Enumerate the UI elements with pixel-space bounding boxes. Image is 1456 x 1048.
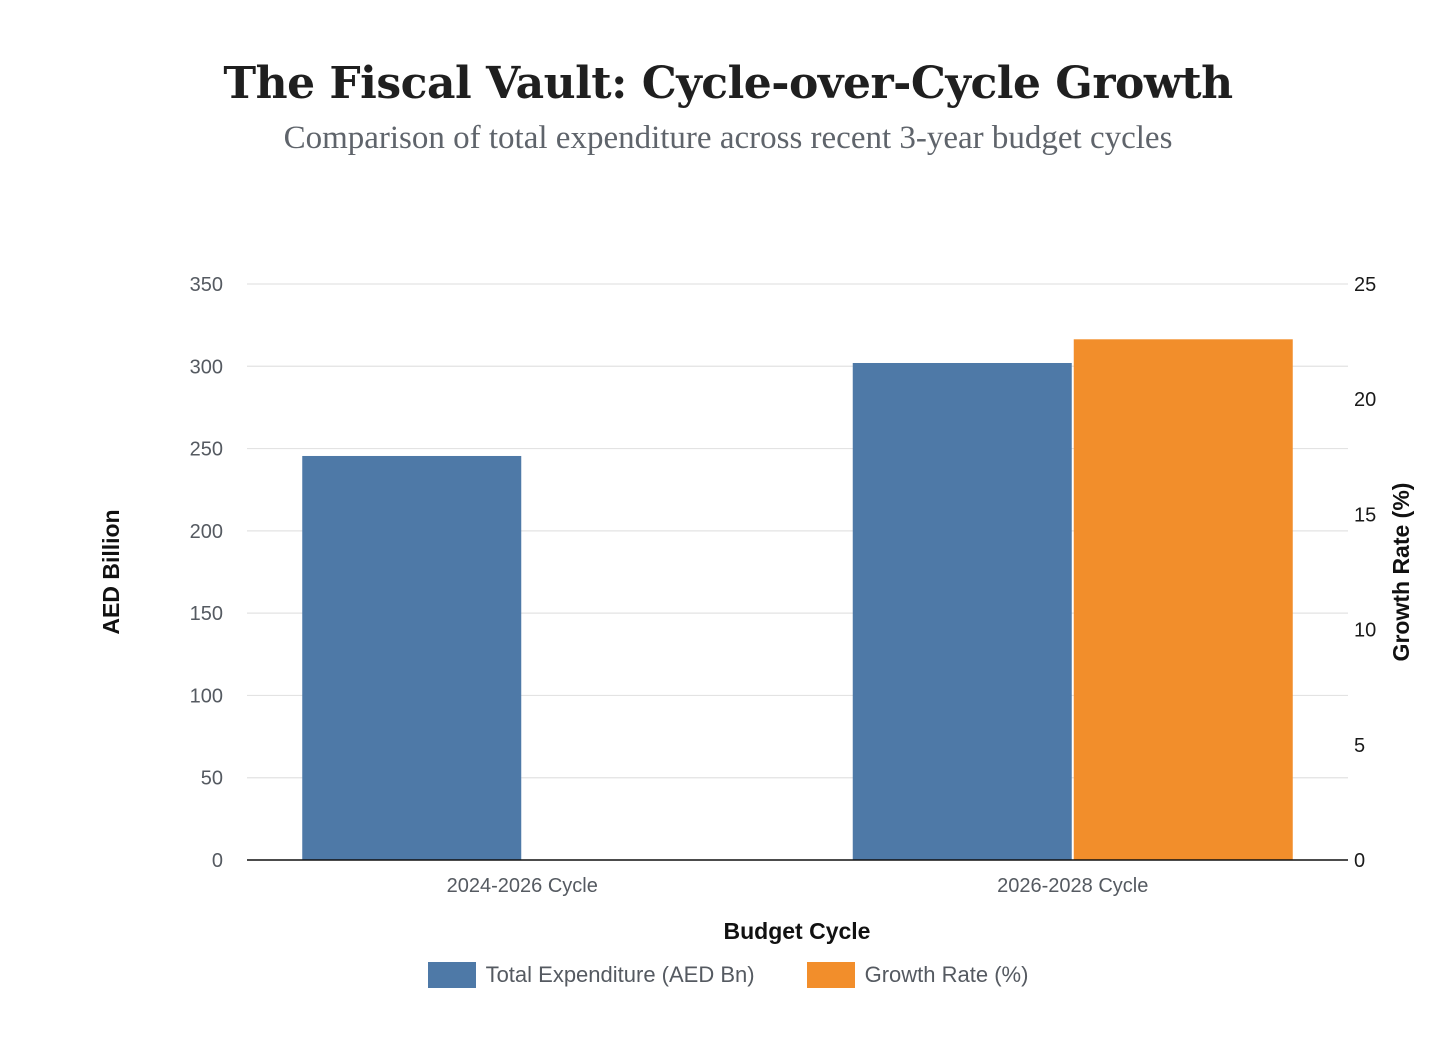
y2-tick-label: 0 — [1354, 850, 1365, 872]
chart-title: The Fiscal Vault: Cycle-over-Cycle Growt… — [223, 58, 1233, 109]
y2-tick-label: 20 — [1354, 389, 1376, 411]
legend-item-expenditure: Total Expenditure (AED Bn) — [427, 962, 755, 988]
y-tick-label: 100 — [190, 685, 223, 707]
y-tick-label: 300 — [190, 356, 223, 378]
x-axis-title: Budget Cycle — [724, 918, 871, 944]
y-axis-right-ticks: 0 5 10 15 20 25 — [1354, 274, 1376, 872]
x-tick-label: 2026-2028 Cycle — [997, 875, 1148, 897]
y2-tick-label: 5 — [1354, 735, 1365, 757]
bar-total-expenditure — [302, 455, 522, 860]
bars — [302, 339, 1293, 860]
y2-tick-label: 25 — [1354, 274, 1376, 296]
x-axis-ticks: 2024-2026 Cycle 2026-2028 Cycle — [447, 875, 1149, 897]
y-tick-label: 150 — [190, 603, 223, 625]
legend-label-growth: Growth Rate (%) — [864, 962, 1029, 987]
legend-swatch-growth — [806, 962, 855, 988]
legend-swatch-expenditure — [427, 962, 476, 988]
legend: Total Expenditure (AED Bn) Growth Rate (… — [0, 962, 1456, 988]
y2-tick-label: 15 — [1354, 504, 1376, 526]
y-axis-left-ticks: 0 50 100 150 200 250 300 350 — [190, 274, 223, 872]
y-axis-title: AED Billion — [98, 509, 124, 634]
bar-total-expenditure — [852, 362, 1072, 860]
y2-axis-title: Growth Rate (%) — [1388, 483, 1414, 662]
legend-item-growth: Growth Rate (%) — [806, 962, 1029, 988]
y-tick-label: 200 — [190, 521, 223, 543]
y-tick-label: 50 — [201, 768, 223, 790]
y-tick-label: 0 — [212, 850, 223, 872]
legend-label-expenditure: Total Expenditure (AED Bn) — [485, 962, 755, 987]
y2-tick-label: 10 — [1354, 620, 1376, 642]
chart-subtitle: Comparison of total expenditure across r… — [283, 120, 1173, 156]
bar-growth-rate — [1073, 339, 1293, 860]
x-tick-label: 2024-2026 Cycle — [447, 875, 598, 897]
y-tick-label: 250 — [190, 439, 223, 461]
y-tick-label: 350 — [190, 274, 223, 296]
